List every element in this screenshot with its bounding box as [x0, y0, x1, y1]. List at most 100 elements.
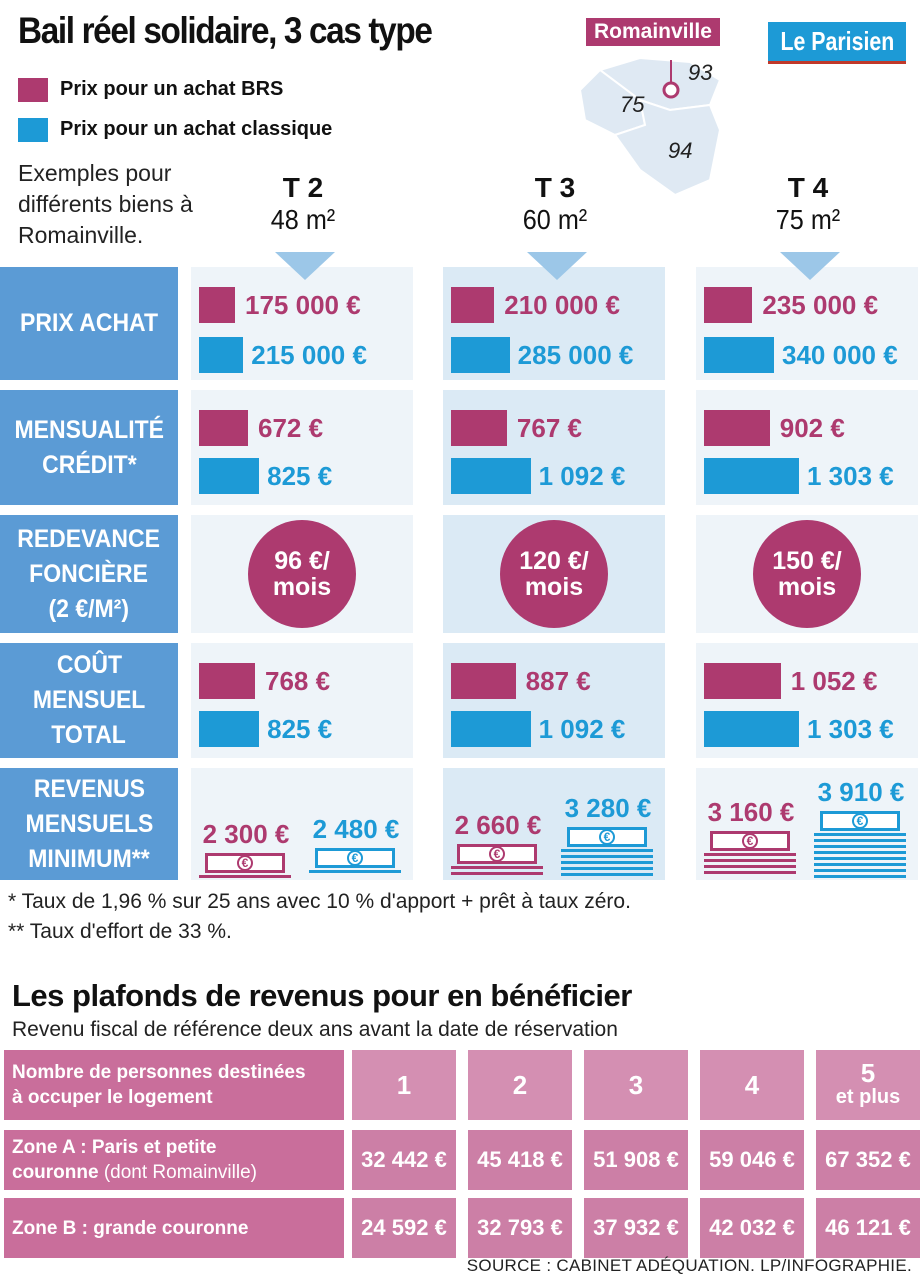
column-header-t3: T 3 60 m² — [455, 172, 655, 236]
plafonds-subtitle: Revenu fiscal de référence deux ans avan… — [12, 1018, 618, 1041]
value-label-brs: 2 660 € — [454, 810, 542, 840]
table-header-persons: 1 — [352, 1050, 456, 1120]
value-label-classique: 215 000 € — [251, 340, 367, 370]
column-surface: 60 m² — [522, 204, 588, 235]
table-header-persons: 3 — [584, 1050, 688, 1120]
bar-brs — [451, 410, 507, 446]
bar-brs — [451, 663, 516, 699]
cash-stack-line — [561, 861, 653, 864]
bar-brs — [199, 287, 236, 323]
zone-a-value: 51 908 € — [584, 1130, 688, 1190]
value-label-classique: 285 000 € — [517, 340, 634, 370]
redevance-value: mois — [777, 573, 837, 601]
redevance-circle-text: 150 €/mois — [772, 548, 842, 600]
cash-stack-line — [704, 871, 796, 874]
euro-icon: € — [742, 833, 758, 849]
cash-stack-line — [814, 839, 906, 842]
banknote-icon: € — [820, 811, 900, 831]
zone-a-label-line2: couronne (dont Romainville) — [12, 1160, 257, 1185]
value-label-brs: 2 300 € — [202, 819, 290, 849]
cash-stack-line — [814, 869, 906, 872]
value-label-brs: 1 052 € — [790, 666, 878, 696]
row-label-text: FONCIÈRE — [29, 559, 149, 588]
banknote-icon: € — [205, 853, 285, 873]
column-header-t2: T 2 48 m² — [203, 172, 403, 236]
cash-stack-line — [704, 865, 796, 868]
zone-a-label: Zone A : Paris et petite couronne (dont … — [4, 1130, 344, 1190]
column-type: T 2 — [282, 172, 324, 203]
value-label-brs: 175 000 € — [245, 290, 361, 320]
banknote-icon: € — [567, 827, 647, 847]
zone-a-value: 32 442 € — [352, 1130, 456, 1190]
map-label-75: 75 — [620, 92, 645, 117]
row-label-text: CRÉDIT* — [41, 450, 137, 479]
row-label-text: TOTAL — [51, 721, 127, 749]
table-header-line: Nombre de personnes destinées — [12, 1062, 306, 1083]
bar-classique — [451, 458, 531, 494]
row-label-text: MENSUELS — [25, 809, 153, 838]
bar-brs — [704, 410, 770, 446]
value-label-brs: 902 € — [779, 413, 845, 443]
row-label-mensualite: MENSUALITÉ CRÉDIT* — [0, 390, 178, 505]
zone-a-label-couronne: couronne — [12, 1162, 99, 1183]
column-surface: 75 m² — [775, 204, 841, 235]
column-type: T 3 — [534, 172, 576, 203]
bar-classique — [451, 711, 531, 747]
bar-classique — [451, 337, 510, 373]
bar-classique — [199, 458, 260, 494]
table-header-persons-line: et plus — [835, 1086, 901, 1108]
value-label-classique: 1 092 € — [538, 461, 626, 491]
value-label-brs: 210 000 € — [504, 290, 620, 320]
map-label-93: 93 — [688, 60, 713, 85]
cash-stack-line — [814, 857, 906, 860]
cash-stack-line — [814, 851, 906, 854]
bar-classique — [704, 711, 799, 747]
bar-classique — [704, 458, 799, 494]
value-label-classique: 1 303 € — [807, 461, 894, 491]
bar-classique — [199, 711, 260, 747]
zone-a-note: (dont Romainville) — [103, 1162, 257, 1183]
zone-a-value: 45 418 € — [468, 1130, 572, 1190]
value-label-classique: 2 480 € — [312, 814, 400, 844]
column-type: T 4 — [787, 172, 829, 203]
value-label-classique: 340 000 € — [782, 340, 898, 370]
bar-classique — [704, 337, 774, 373]
value-label-classique: 3 910 € — [817, 777, 905, 807]
value-label-brs: 235 000 € — [762, 290, 879, 320]
row-label-text: (2 €/M²) — [48, 594, 130, 623]
page-title: Bail réel solidaire, 3 cas type — [18, 10, 433, 51]
column-header-t4: T 4 75 m² — [708, 172, 908, 236]
row-label-redevance: REDEVANCE FONCIÈRE (2 €/M²) — [0, 515, 178, 633]
table-header-persons: 2 — [468, 1050, 572, 1120]
redevance-circle: 96 €/mois — [248, 520, 356, 628]
row-label-revenus: REVENUS MENSUELS MINIMUM** — [0, 768, 178, 880]
row-label-text: MINIMUM** — [28, 844, 150, 873]
row-label-cout: COÛT MENSUEL TOTAL — [0, 643, 178, 758]
bar-brs — [199, 663, 255, 699]
euro-icon: € — [347, 850, 363, 866]
column-arrow-t3 — [527, 252, 587, 280]
column-arrow-t2 — [275, 252, 335, 280]
value-label-brs: 768 € — [264, 666, 331, 696]
cash-stack-line — [451, 866, 543, 869]
value-label-classique: 3 280 € — [564, 793, 652, 823]
column-arrow-t4 — [780, 252, 840, 280]
euro-icon: € — [237, 855, 253, 871]
zone-a-label-line1: Zone A : Paris et petite — [12, 1137, 217, 1158]
row-label-text: COÛT — [56, 651, 122, 679]
legend-swatch-brs — [18, 78, 48, 102]
bar-brs — [199, 410, 248, 446]
zone-b-value: 42 032 € — [700, 1198, 804, 1258]
bar-brs — [704, 287, 753, 323]
zone-b-label: Zone B : grande couronne — [4, 1198, 344, 1258]
redevance-value: mois — [272, 573, 332, 601]
cash-stack-line — [561, 855, 653, 858]
table-header-persons-line: 5 — [860, 1058, 876, 1088]
table-header-label: Nombre de personnes destinées à occuper … — [4, 1050, 344, 1120]
row-label-text: REDEVANCE — [17, 524, 161, 553]
zone-a-value: 67 352 € — [816, 1130, 920, 1190]
map-label-94: 94 — [668, 138, 693, 163]
cash-stack-line — [451, 872, 543, 875]
brand-label: Le Parisien — [780, 26, 894, 56]
redevance-circle: 150 €/mois — [753, 520, 861, 628]
